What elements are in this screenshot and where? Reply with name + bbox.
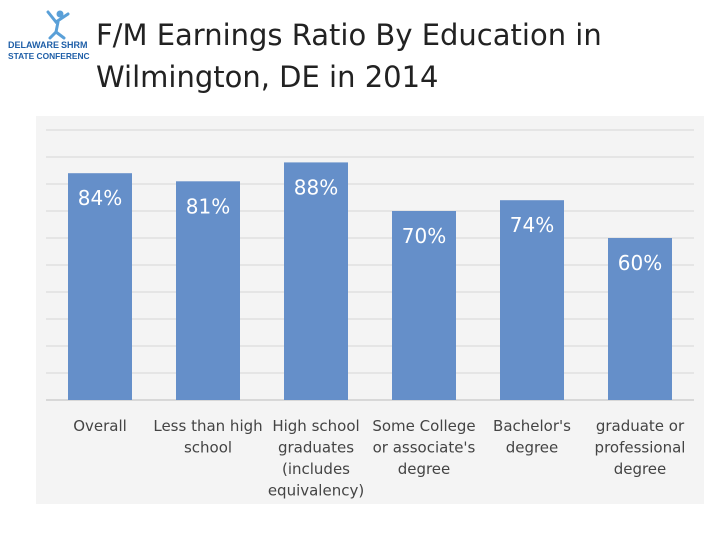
data-label: 84% — [78, 186, 122, 210]
bar — [500, 200, 564, 400]
data-label: 60% — [618, 251, 662, 275]
bar — [608, 238, 672, 400]
category-label: High school graduates (includes equivalency… — [268, 417, 364, 500]
bars-group — [68, 162, 672, 400]
logo-text-delaware: DELAWARE — [8, 40, 59, 50]
delaware-shrm-logo: DELAWARE SHRM STATE CONFERENCE — [8, 10, 90, 61]
data-label: 88% — [294, 175, 338, 199]
bar — [68, 173, 132, 400]
bar — [392, 211, 456, 400]
bar — [284, 162, 348, 400]
gridlines — [46, 129, 694, 401]
category-label: Some College or associate's degree — [372, 417, 475, 478]
logo-text-state-conference: STATE CONFERENCE — [8, 51, 90, 61]
data-label: 70% — [402, 224, 446, 248]
category-label: Less than high school — [153, 417, 262, 457]
logo-text-shrm: SHRM — [61, 40, 88, 50]
category-label: Overall — [73, 417, 127, 435]
data-label: 81% — [186, 194, 230, 218]
jumping-figure-icon — [46, 10, 70, 40]
slide-title: F/M Earnings Ratio By Education in Wilmi… — [96, 18, 602, 94]
bar — [176, 181, 240, 400]
data-labels-group: 84% 81% 88% 70% 74% 60% — [78, 175, 662, 275]
category-label: Bachelor's degree — [493, 417, 571, 457]
category-label: graduate or professional degree — [595, 417, 686, 478]
plot-background — [36, 116, 704, 504]
data-label: 74% — [510, 213, 554, 237]
